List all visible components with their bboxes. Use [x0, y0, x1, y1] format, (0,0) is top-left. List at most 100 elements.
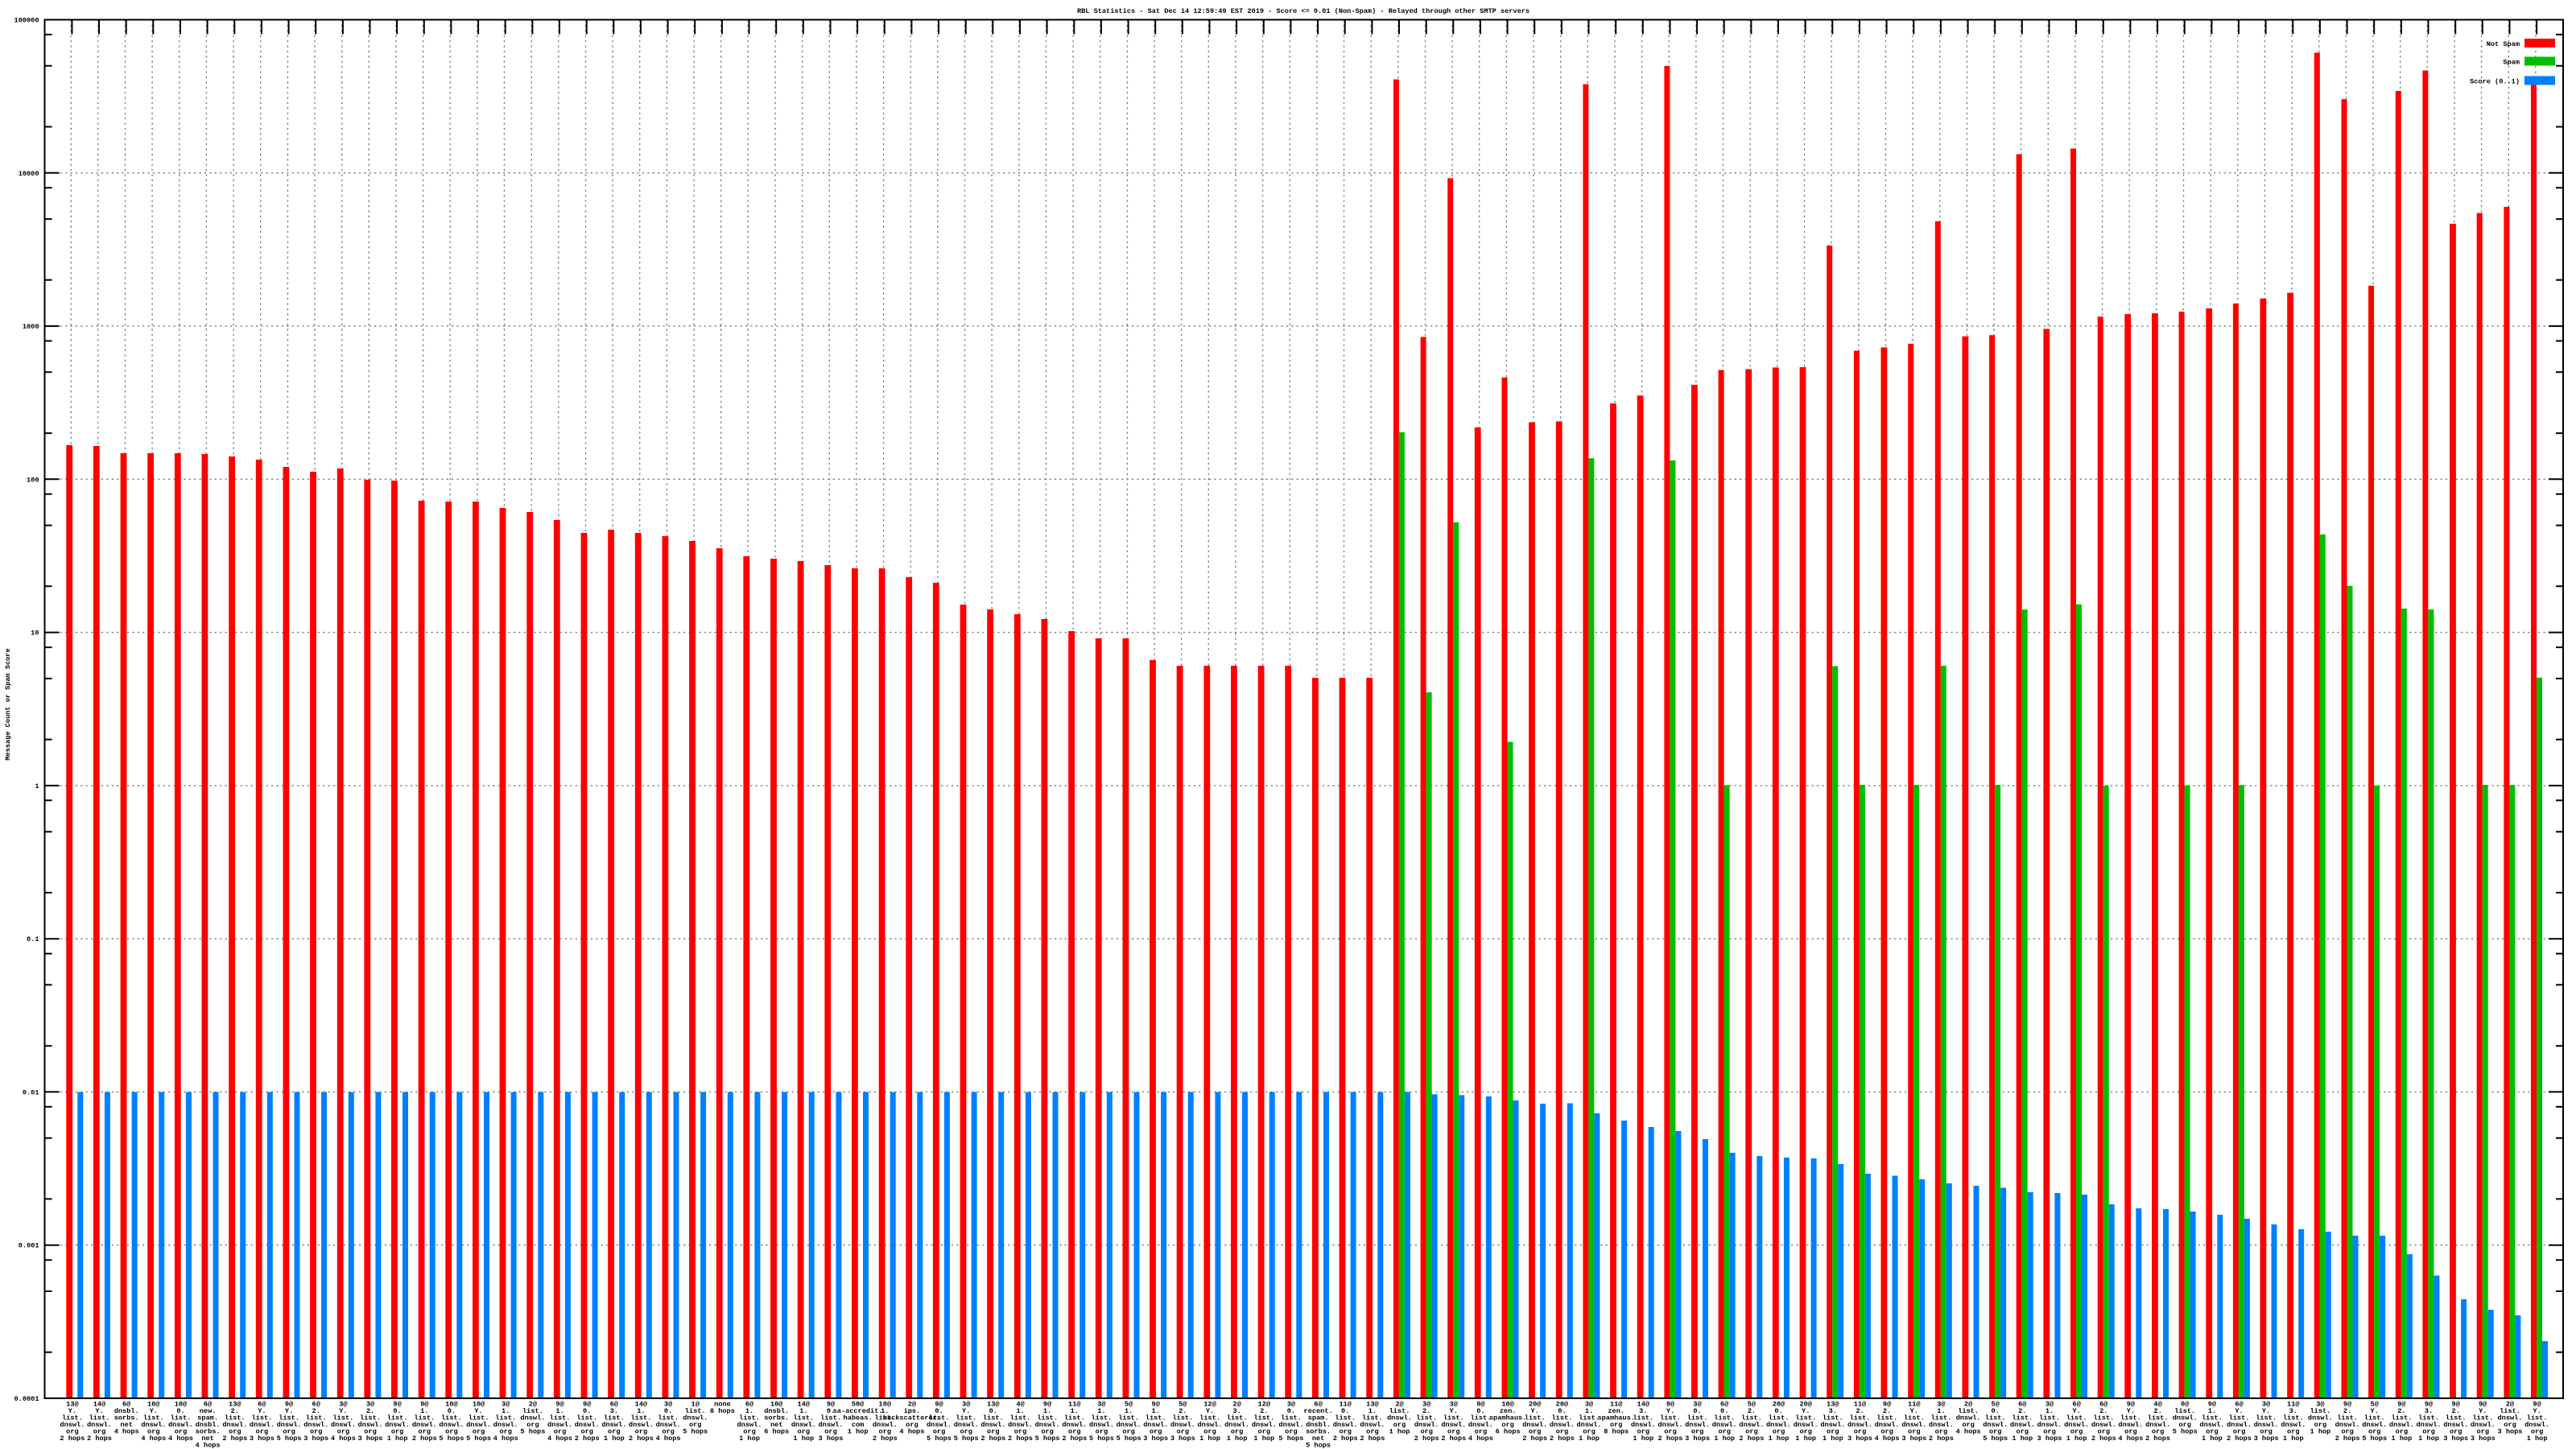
- svg-text:dnswl.: dnswl.: [250, 1421, 275, 1429]
- svg-text:dnswl.: dnswl.: [1468, 1421, 1493, 1429]
- svg-text:2 hops: 2 hops: [87, 1435, 112, 1443]
- svg-text:org: org: [364, 1428, 376, 1436]
- svg-text:2@: 2@: [2506, 1401, 2514, 1409]
- svg-text:9@: 9@: [2208, 1401, 2216, 1409]
- svg-text:org: org: [1014, 1428, 1026, 1436]
- svg-text:list.: list.: [929, 1414, 950, 1422]
- svg-text:1.: 1.: [2046, 1407, 2054, 1415]
- svg-text:list.: list.: [2120, 1414, 2141, 1422]
- svg-text:1.: 1.: [1125, 1407, 1133, 1415]
- svg-text:dnswl.: dnswl.: [1577, 1421, 1602, 1429]
- svg-text:1 hop: 1 hop: [1823, 1435, 1843, 1443]
- svg-text:6@: 6@: [258, 1401, 266, 1409]
- svg-text:6@: 6@: [204, 1401, 212, 1409]
- svg-text:9@: 9@: [827, 1401, 835, 1409]
- svg-text:2.: 2.: [2452, 1407, 2460, 1415]
- svg-text:5 hops: 5 hops: [1089, 1435, 1114, 1443]
- svg-text:1 hop: 1 hop: [1714, 1435, 1735, 1443]
- svg-text:3@: 3@: [1422, 1401, 1430, 1409]
- svg-text:list.: list.: [2364, 1414, 2385, 1422]
- svg-text:0.: 0.: [827, 1407, 835, 1415]
- svg-text:dnswl.: dnswl.: [2471, 1421, 2496, 1429]
- svg-text:org: org: [1041, 1428, 1053, 1436]
- svg-text:13@: 13@: [229, 1401, 241, 1409]
- svg-text:dnswl.: dnswl.: [980, 1421, 1005, 1429]
- svg-text:11@: 11@: [2287, 1401, 2299, 1409]
- svg-text:list.: list.: [360, 1414, 381, 1422]
- svg-text:org: org: [2368, 1428, 2380, 1436]
- svg-text:list.: list.: [1904, 1414, 1925, 1422]
- svg-text:dnsbl.: dnsbl.: [764, 1407, 789, 1415]
- svg-text:3.: 3.: [1232, 1407, 1241, 1415]
- svg-text:2@: 2@: [1232, 1401, 1241, 1409]
- svg-text:1.: 1.: [1016, 1407, 1024, 1415]
- svg-text:dnsbl.: dnsbl.: [114, 1407, 139, 1415]
- svg-text:org: org: [445, 1428, 457, 1436]
- svg-text:list.: list.: [1199, 1414, 1220, 1422]
- svg-text:3 hops: 3 hops: [819, 1435, 844, 1443]
- svg-text:5@: 5@: [1125, 1401, 1133, 1409]
- svg-text:5 hops: 5 hops: [927, 1435, 952, 1443]
- svg-text:dnswl.: dnswl.: [520, 1414, 545, 1422]
- svg-text:org: org: [1989, 1428, 2001, 1436]
- svg-text:dnswl.: dnswl.: [2443, 1421, 2468, 1429]
- svg-text:12@: 12@: [1258, 1401, 1270, 1409]
- svg-text:org: org: [2504, 1421, 2516, 1429]
- svg-text:dnswl.: dnswl.: [1983, 1421, 2008, 1429]
- svg-text:9@: 9@: [555, 1401, 564, 1409]
- svg-text:dnswl.: dnswl.: [1143, 1421, 1168, 1429]
- svg-text:org: org: [960, 1428, 972, 1436]
- svg-text:2 hops: 2 hops: [1360, 1435, 1385, 1443]
- svg-text:6@: 6@: [2099, 1401, 2107, 1409]
- svg-text:1 hop: 1 hop: [793, 1435, 814, 1443]
- svg-text:1.: 1.: [2208, 1407, 2216, 1415]
- svg-text:dnswl.: dnswl.: [737, 1421, 762, 1429]
- svg-text:dnswl.: dnswl.: [1278, 1421, 1303, 1429]
- svg-text:org: org: [1962, 1421, 1974, 1429]
- svg-text:6@: 6@: [2018, 1401, 2026, 1409]
- svg-text:list.: list.: [1281, 1414, 1302, 1422]
- svg-text:list.: list.: [2337, 1414, 2358, 1422]
- svg-text:org: org: [2043, 1428, 2055, 1436]
- svg-text:org: org: [1718, 1428, 1730, 1436]
- svg-text:9@: 9@: [1883, 1401, 1891, 1409]
- svg-text:org: org: [933, 1428, 945, 1436]
- svg-text:dnswl.: dnswl.: [1089, 1421, 1114, 1429]
- svg-text:2 hops: 2 hops: [1008, 1435, 1033, 1443]
- svg-text:dnswl.: dnswl.: [1712, 1421, 1737, 1429]
- svg-text:dnswl.: dnswl.: [277, 1421, 302, 1429]
- svg-text:dnswl.: dnswl.: [2417, 1421, 2442, 1429]
- svg-text:org: org: [337, 1428, 349, 1436]
- svg-text:1 hop: 1 hop: [604, 1435, 625, 1443]
- svg-text:2.: 2.: [1260, 1407, 1268, 1415]
- svg-text:1.: 1.: [1097, 1407, 1105, 1415]
- svg-text:dnswl.: dnswl.: [439, 1421, 464, 1429]
- svg-text:0.1: 0.1: [27, 935, 39, 943]
- svg-text:org: org: [499, 1428, 511, 1436]
- svg-text:0.: 0.: [664, 1407, 672, 1415]
- svg-text:10@: 10@: [473, 1401, 485, 1409]
- svg-text:5@: 5@: [1992, 1401, 2000, 1409]
- svg-text:2 hops: 2 hops: [1414, 1435, 1439, 1443]
- svg-text:2 hops: 2 hops: [1929, 1435, 1954, 1443]
- svg-text:none: none: [714, 1401, 731, 1409]
- svg-text:dnswl.: dnswl.: [2173, 1414, 2198, 1422]
- svg-text:3 hops: 3 hops: [303, 1435, 328, 1443]
- svg-text:3 hops: 3 hops: [2443, 1435, 2468, 1443]
- svg-text:5 hops: 5 hops: [1035, 1435, 1060, 1443]
- svg-text:dnswl.: dnswl.: [358, 1421, 383, 1429]
- svg-text:dnswl.: dnswl.: [1117, 1421, 1141, 1429]
- svg-text:org: org: [2314, 1421, 2326, 1429]
- svg-text:2.: 2.: [2397, 1407, 2405, 1415]
- svg-text:3@: 3@: [1693, 1401, 1701, 1409]
- svg-text:list.: list.: [2012, 1414, 2033, 1422]
- svg-text:0.: 0.: [1476, 1407, 1484, 1415]
- svg-text:4 hops: 4 hops: [2118, 1435, 2143, 1443]
- svg-text:0.: 0.: [989, 1407, 997, 1415]
- svg-text:net: net: [201, 1435, 213, 1443]
- svg-text:dnswl.: dnswl.: [1252, 1421, 1277, 1429]
- svg-text:org: org: [391, 1428, 403, 1436]
- svg-text:4 hops: 4 hops: [1468, 1435, 1493, 1443]
- svg-text:dnswl.: dnswl.: [873, 1421, 898, 1429]
- svg-text:4@: 4@: [2153, 1401, 2161, 1409]
